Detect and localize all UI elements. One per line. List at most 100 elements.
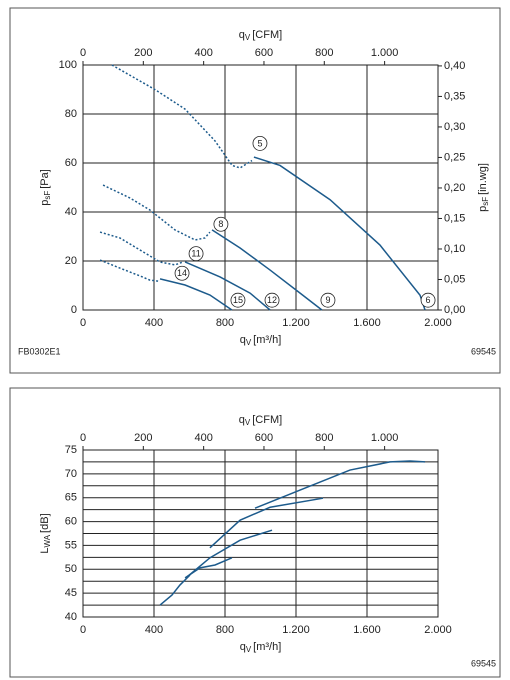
x2-tick-label: 200 (134, 47, 152, 59)
label-unit: [m³/h] (253, 641, 281, 653)
label-subscript: WA (43, 534, 52, 547)
label-symbol: q (239, 29, 245, 41)
x2-tick-label: 0 (80, 47, 86, 59)
label-subscript: V (245, 33, 251, 42)
fan-curve (253, 156, 426, 311)
label-subscript: V (246, 645, 252, 654)
x-tick-label: 400 (145, 317, 163, 329)
y-tick-label: 40 (65, 206, 77, 218)
x2-tick-label: 1.000 (371, 47, 399, 59)
y2-tick-label: 0,15 (444, 212, 465, 224)
y-tick-label: 65 (65, 492, 77, 504)
y-tick-label: 0 (71, 304, 77, 316)
panel-frame (9, 7, 501, 374)
annotation: 15 (233, 295, 243, 305)
annotation: 14 (177, 268, 187, 278)
annotation-circle (230, 292, 246, 308)
y2-tick-label: 0,00 (444, 304, 465, 316)
x2-tick-label: 1.000 (371, 432, 399, 444)
fan-curve (254, 460, 426, 509)
panel-frame (9, 387, 501, 678)
label-unit: [Pa] (39, 169, 51, 189)
fan-curve (209, 497, 324, 549)
annotation-circle (264, 292, 280, 308)
footer-code: FB0302E1 (18, 346, 61, 356)
x-axis-label: qV [m³/h] (240, 641, 282, 654)
annotation: 5 (257, 138, 262, 148)
label-subscript: V (245, 418, 251, 427)
label-symbol: p (39, 200, 51, 206)
x-tick-label: 1.600 (353, 317, 381, 329)
y-tick-label: 40 (65, 611, 77, 623)
annotation: 12 (267, 295, 277, 305)
footer-number: 69545 (471, 346, 496, 356)
label-unit: [dB] (39, 513, 51, 533)
fan-curve (102, 184, 211, 241)
annotation: 8 (218, 219, 223, 229)
x-tick-label: 800 (216, 624, 234, 636)
x-tick-label: 2.000 (424, 624, 452, 636)
annotation: 6 (426, 295, 431, 305)
fan-curve (111, 64, 253, 169)
y-tick-label: 20 (65, 255, 77, 267)
label-symbol: q (239, 414, 245, 426)
label-subscript: sF (43, 191, 52, 200)
annotation-circle (420, 292, 436, 308)
fan-curve (159, 278, 233, 311)
y-tick-label: 60 (65, 515, 77, 527)
x2-axis-label: qV [CFM] (239, 414, 282, 427)
fan-curve (99, 231, 184, 266)
y-tick-label: 80 (65, 108, 77, 120)
label-unit: [CFM] (252, 29, 282, 41)
x-tick-label: 2.000 (424, 317, 452, 329)
y2-tick-label: 0,35 (444, 90, 465, 102)
plot-area (82, 64, 439, 311)
x2-tick-label: 200 (134, 432, 152, 444)
x2-tick-label: 400 (194, 432, 212, 444)
y-tick-label: 45 (65, 587, 77, 599)
annotation: 9 (325, 295, 330, 305)
y-axis-label: psF [Pa] (39, 169, 52, 206)
y2-tick-label: 0,10 (444, 243, 465, 255)
fan-curve (185, 529, 273, 579)
label-unit: [in.wg] (477, 163, 489, 195)
x2-tick-label: 400 (194, 47, 212, 59)
fan-curve (184, 261, 271, 311)
label-symbol: p (477, 206, 489, 212)
x2-tick-label: 800 (315, 47, 333, 59)
label-subscript: V (246, 338, 252, 347)
x2-tick-label: 0 (80, 432, 86, 444)
y2-tick-label: 0,25 (444, 151, 465, 163)
y-tick-label: 55 (65, 539, 77, 551)
fan-curve (211, 229, 323, 311)
x2-tick-label: 600 (255, 47, 273, 59)
label-unit: [m³/h] (253, 334, 281, 346)
label-symbol: L (39, 548, 51, 554)
y-tick-label: 70 (65, 468, 77, 480)
y2-tick-label: 0,05 (444, 273, 465, 285)
y-axis-label: LWA[dB] (39, 513, 52, 553)
x-tick-label: 0 (80, 624, 86, 636)
y-tick-label: 75 (65, 444, 77, 456)
y2-tick-label: 0,30 (444, 121, 465, 133)
fan-curve (184, 557, 233, 579)
x-tick-label: 1.200 (282, 317, 310, 329)
fan-curve (99, 259, 159, 282)
x-axis-label: qV [m³/h] (240, 334, 282, 347)
annotation: 11 (191, 249, 200, 259)
annotation-circle (174, 265, 190, 281)
label-symbol: q (240, 334, 246, 346)
annotation-circle (188, 246, 204, 262)
y-tick-label: 50 (65, 563, 77, 575)
annotation-circle (252, 135, 268, 151)
x2-tick-label: 800 (315, 432, 333, 444)
label-subscript: sF (481, 197, 490, 206)
y2-axis-label: psF [in.wg] (477, 163, 490, 212)
label-unit: [CFM] (252, 414, 282, 426)
x-tick-label: 1.600 (353, 624, 381, 636)
x-tick-label: 0 (80, 317, 86, 329)
annotation-circle (213, 216, 229, 232)
x-tick-label: 1.200 (282, 624, 310, 636)
label-symbol: q (240, 641, 246, 653)
